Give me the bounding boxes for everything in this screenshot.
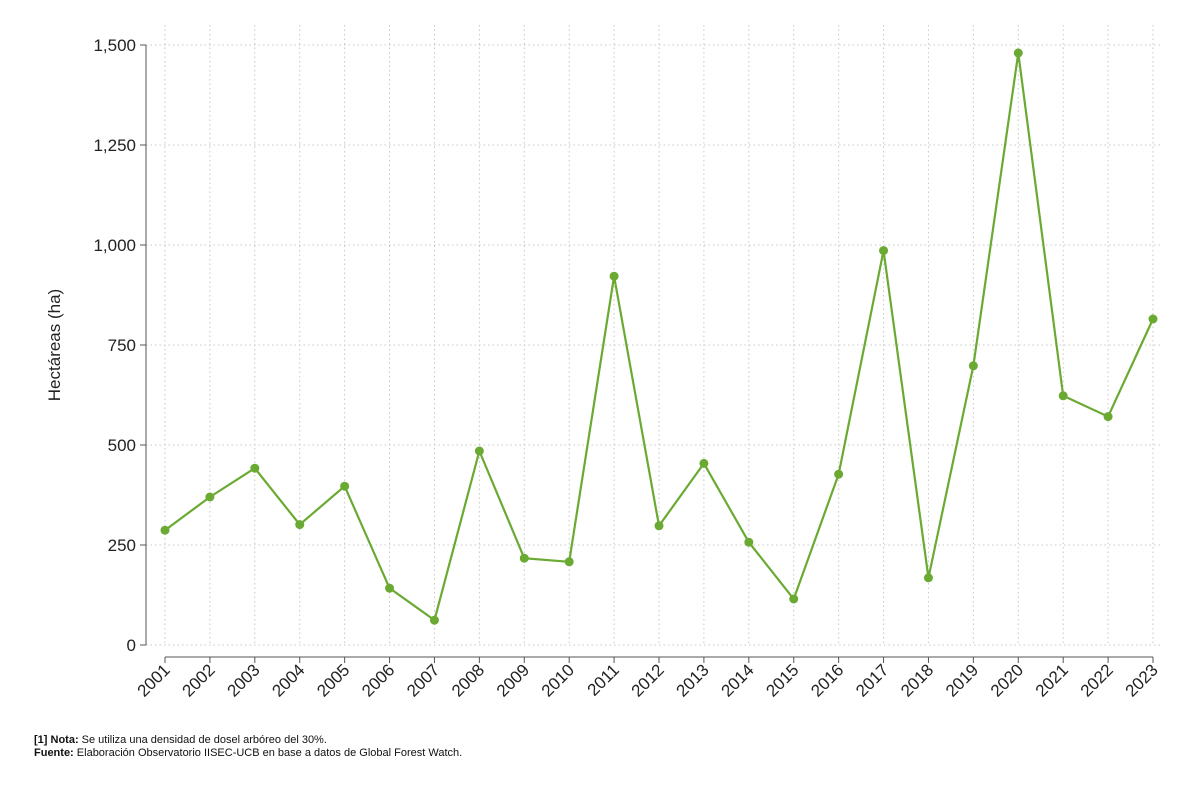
data-point [205, 492, 215, 502]
data-point [1103, 412, 1113, 422]
x-tick-label: 2001 [134, 660, 174, 700]
series-line [160, 48, 1158, 625]
data-point [1148, 314, 1158, 324]
x-tick-label: 2006 [358, 660, 398, 700]
data-point [1058, 391, 1068, 401]
y-tick-label: 500 [108, 436, 136, 455]
x-tick-label: 2015 [762, 660, 802, 700]
x-tick-label: 2007 [403, 660, 443, 700]
source-label: Fuente: [34, 747, 74, 759]
data-point [789, 594, 799, 604]
x-tick-label: 2022 [1077, 660, 1117, 700]
data-point [474, 446, 484, 456]
y-tick-label: 1,500 [93, 36, 136, 55]
data-point [923, 573, 933, 583]
axes [140, 44, 1154, 663]
x-tick-label: 2008 [448, 660, 488, 700]
y-tick-label: 1,000 [93, 236, 136, 255]
note-text: Se utiliza una densidad de dosel arbóreo… [78, 734, 327, 746]
footnotes: [1] Nota: Se utiliza una densidad de dos… [34, 734, 462, 760]
data-point [160, 525, 170, 535]
x-tick-label: 2020 [987, 660, 1027, 700]
data-point [340, 481, 350, 491]
data-point [609, 271, 619, 281]
data-point [968, 361, 978, 371]
x-tick-label: 2018 [897, 660, 937, 700]
y-axis-label: Hectáreas (ha) [45, 289, 64, 401]
data-point [699, 458, 709, 468]
x-tick-label: 2010 [538, 660, 578, 700]
x-tick-label: 2011 [584, 660, 623, 699]
data-point [834, 469, 844, 479]
x-tick-label: 2013 [673, 660, 713, 700]
y-tick-label: 0 [127, 636, 136, 655]
data-point [429, 615, 439, 625]
x-tick-label: 2023 [1122, 660, 1162, 700]
x-tick-label: 2017 [852, 660, 892, 700]
x-tick-label: 2012 [628, 660, 668, 700]
x-tick-label: 2002 [179, 660, 219, 700]
data-point [519, 553, 529, 563]
data-point [1013, 48, 1023, 58]
data-point [250, 463, 260, 473]
x-tick-label: 2021 [1032, 660, 1072, 700]
x-tick-label: 2009 [493, 660, 533, 700]
y-tick-label: 250 [108, 536, 136, 555]
data-point [879, 246, 889, 256]
x-tick-label: 2019 [942, 660, 982, 700]
source-line: Fuente: Elaboración Observatorio IISEC-U… [34, 747, 462, 760]
x-tick-label: 2005 [313, 660, 353, 700]
source-text: Elaboración Observatorio IISEC-UCB en ba… [73, 747, 463, 759]
y-tick-label: 1,250 [93, 136, 136, 155]
data-point [385, 583, 395, 593]
y-tick-label: 750 [108, 336, 136, 355]
data-point [295, 520, 305, 530]
x-tick-label: 2014 [717, 660, 757, 700]
x-tick-label: 2004 [268, 660, 308, 700]
note-label: [1] Nota: [34, 734, 79, 746]
data-point [654, 521, 664, 531]
x-tick-label: 2003 [223, 660, 263, 700]
note-line: [1] Nota: Se utiliza una densidad de dos… [34, 734, 462, 747]
x-tick-label: 2016 [807, 660, 847, 700]
data-point [744, 537, 754, 547]
data-point [564, 557, 574, 567]
